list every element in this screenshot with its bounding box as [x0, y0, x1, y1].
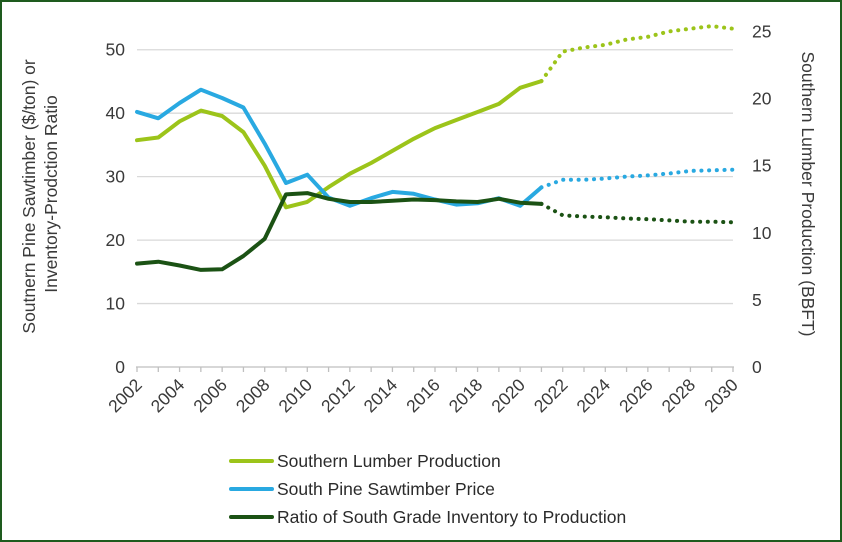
svg-text:Southern Lumber Production (BB: Southern Lumber Production (BBFT) [798, 52, 818, 337]
svg-text:2018: 2018 [445, 375, 487, 417]
svg-text:2026: 2026 [615, 375, 657, 417]
left-axis-title: Soutnern Pine Sawtimber ($/ton) or Inven… [19, 54, 61, 333]
left-axis-title-line2: Inventory-Prodction Ratio [41, 95, 61, 292]
legend-item-inventory-ratio: Ratio of South Grade Inventory to Produc… [229, 507, 626, 527]
svg-text:2024: 2024 [572, 375, 614, 417]
svg-text:10: 10 [106, 294, 126, 314]
svg-text:0: 0 [115, 357, 125, 377]
svg-text:30: 30 [106, 167, 126, 187]
legend-label-lumber-production: Southern Lumber Production [277, 451, 501, 471]
svg-text:2008: 2008 [232, 375, 274, 417]
svg-text:2030: 2030 [700, 375, 742, 417]
legend-swatch-sawtimber-price [229, 487, 274, 491]
svg-text:25: 25 [752, 21, 771, 41]
svg-text:2002: 2002 [104, 375, 146, 417]
svg-text:2012: 2012 [317, 375, 359, 417]
svg-text:15: 15 [752, 156, 771, 176]
svg-text:20: 20 [752, 89, 772, 109]
svg-text:2014: 2014 [360, 375, 402, 417]
axes [136, 366, 734, 372]
right-axis-title: Southern Lumber Production (BBFT) [798, 52, 818, 337]
svg-text:20: 20 [106, 230, 126, 250]
legend-swatch-inventory-ratio [229, 515, 274, 519]
svg-text:0: 0 [752, 357, 762, 377]
legend-item-sawtimber-price: South Pine Sawtimber Price [229, 479, 626, 499]
svg-text:2020: 2020 [487, 375, 529, 417]
svg-text:2022: 2022 [530, 375, 572, 417]
left-axis-title-line1: Soutnern Pine Sawtimber ($/ton) or [19, 59, 39, 333]
svg-text:2006: 2006 [189, 375, 231, 417]
svg-text:50: 50 [106, 40, 126, 60]
svg-text:10: 10 [752, 223, 772, 243]
legend-swatch-lumber-production [229, 459, 274, 463]
legend-item-lumber-production: Southern Lumber Production [229, 451, 626, 471]
svg-text:Soutnern Pine Sawtimber ($/ton: Soutnern Pine Sawtimber ($/ton) or Inven… [19, 54, 61, 333]
svg-text:5: 5 [752, 290, 762, 310]
legend-label-sawtimber-price: South Pine Sawtimber Price [277, 479, 495, 499]
legend-label-inventory-ratio: Ratio of South Grade Inventory to Produc… [277, 507, 627, 527]
gridlines [137, 49, 733, 305]
svg-text:2028: 2028 [658, 375, 700, 417]
svg-text:40: 40 [106, 103, 126, 123]
svg-text:2004: 2004 [147, 375, 189, 417]
series-lines [135, 24, 735, 272]
legend: Southern Lumber Production South Pine Sa… [229, 451, 626, 527]
svg-text:2016: 2016 [402, 375, 444, 417]
svg-text:2010: 2010 [274, 375, 316, 417]
